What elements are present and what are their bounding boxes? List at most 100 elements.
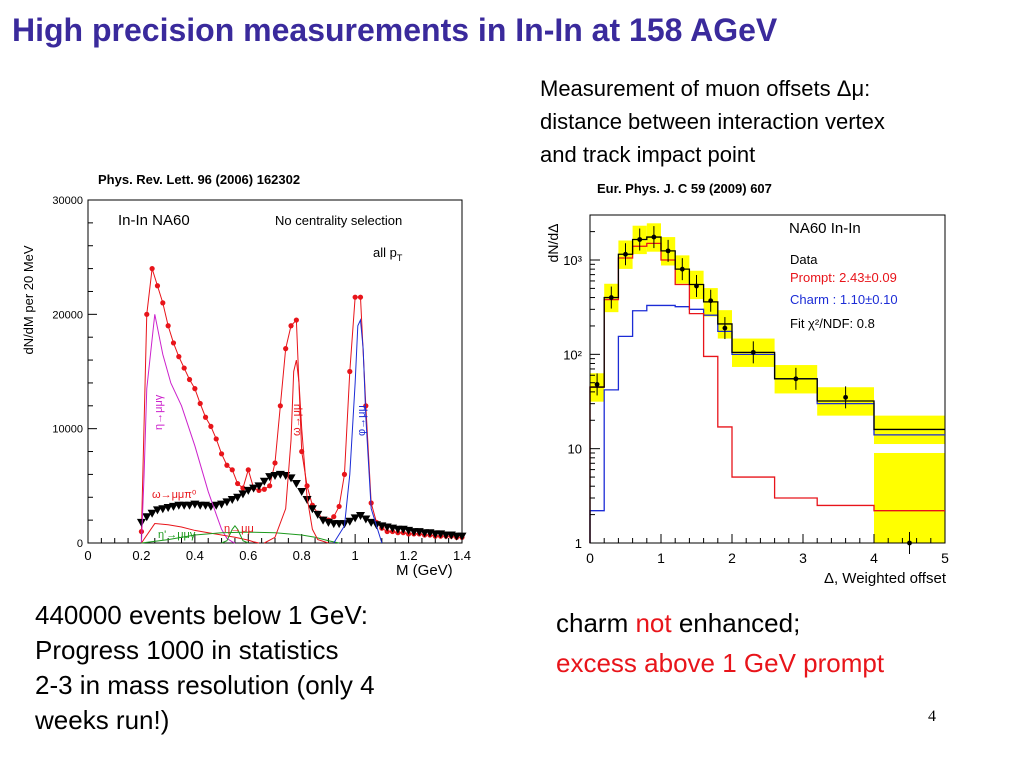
offset-plot-frame	[589, 214, 946, 544]
mass-y-tick-label: 0	[77, 538, 83, 550]
offset-fit-histogram	[589, 236, 945, 543]
offset-data-point	[907, 540, 912, 546]
mass-data-point	[160, 300, 166, 306]
offset-legend-charm: Charm : 1.10±0.10	[790, 292, 898, 307]
mass-data-point	[154, 283, 161, 289]
mass-data-point	[176, 354, 182, 360]
mass-data-point	[277, 403, 283, 409]
mass-x-axis-label: M (GeV)	[396, 562, 453, 579]
mass-excess-point	[291, 480, 301, 489]
mass-excess-point	[211, 501, 221, 510]
mass-component-curve	[333, 318, 383, 544]
summary-line: 2-3 in mass resolution (only 4	[35, 670, 375, 700]
mass-excess-point	[350, 514, 360, 523]
offset-legend-fit: Fit χ²/NDF: 0.8	[790, 316, 875, 331]
eta-dalitz-label: η→μμγ	[153, 394, 165, 430]
offset-y-tick-label: 10³	[563, 253, 582, 268]
mass-pt-label: all pT	[373, 245, 403, 263]
offset-data-point	[608, 295, 614, 300]
mass-excess-point	[142, 513, 152, 522]
mass-x-tick-label: 0.8	[293, 548, 311, 563]
mass-data-point	[272, 460, 278, 466]
omega-2body-label: ω→μμ	[291, 404, 303, 436]
offset-data-point	[694, 283, 699, 289]
mass-data-point	[341, 471, 348, 477]
offset-x-tick-label: 2	[728, 550, 736, 566]
offset-y-axis-label: dN/dΔ	[545, 224, 561, 263]
offset-y-tick-label: 10	[568, 442, 582, 457]
offset-data-point	[665, 248, 671, 254]
offset-data-point	[843, 394, 848, 400]
mass-excess-point	[265, 473, 275, 482]
mass-data-point	[304, 483, 310, 489]
offset-uncertainty-band	[874, 452, 945, 543]
mass-data-point	[202, 414, 209, 420]
mass-spectrum-chart: 0 0.2 0.4 0.6 0.8 1 1.2 1.4 0 10000 20000 30000 In-…	[21, 195, 471, 579]
mass-plot-frame	[87, 199, 463, 544]
mass-data-point	[293, 317, 299, 323]
mass-data-point	[288, 323, 294, 329]
reference-prl: Phys. Rev. Lett. 96 (2006) 162302	[98, 172, 301, 187]
mass-data-point	[235, 480, 241, 487]
mass-data-point	[213, 436, 219, 442]
mass-excess-point	[243, 486, 253, 495]
mass-x-tick-label: 0	[84, 548, 91, 563]
offset-y-tick-label: 1	[575, 536, 582, 551]
mass-data-point	[261, 486, 267, 492]
mass-data-point	[256, 487, 262, 494]
mass-excess-point	[307, 505, 317, 514]
offset-data-point	[651, 234, 657, 240]
mass-excess-point	[238, 490, 248, 499]
offset-x-tick-label: 4	[870, 550, 878, 566]
mass-excess-point	[217, 500, 227, 509]
mass-data-point	[384, 528, 390, 535]
mass-data-point	[267, 483, 273, 489]
mass-selection-label: No centrality selection	[275, 213, 402, 228]
mass-data-point	[192, 386, 198, 392]
reference-epjc: Eur. Phys. J. C 59 (2009) 607	[597, 181, 772, 196]
offset-data-point	[679, 266, 685, 272]
mass-data-point	[240, 485, 246, 491]
mass-excess-point	[152, 506, 162, 515]
mass-component-curve	[264, 359, 329, 544]
mass-excess-point	[147, 509, 157, 518]
page-number: 4	[928, 708, 936, 725]
statistics-summary: 440000 events below 1 GeV: Progress 1000…	[35, 598, 515, 738]
offset-legend-data: Data	[790, 252, 818, 267]
mass-excess-point	[168, 502, 178, 511]
mass-component-curve	[141, 531, 340, 544]
mass-data-point	[357, 294, 364, 300]
mass-excess-point	[136, 518, 146, 527]
mass-data-point	[229, 467, 235, 473]
mass-excess-point	[286, 474, 296, 483]
mass-data-point	[283, 346, 289, 352]
mass-excess-point	[366, 518, 376, 527]
mass-excess-point	[457, 532, 467, 541]
mass-data-point	[208, 423, 214, 429]
mass-excess-point	[222, 498, 232, 507]
mass-data-point	[149, 266, 155, 272]
offset-x-tick-label: 1	[657, 550, 665, 566]
offset-data-point	[708, 298, 714, 304]
mass-data-point	[197, 400, 203, 407]
conclusion-line-1: charm not enhanced;	[556, 608, 801, 638]
mass-excess-point	[270, 472, 280, 481]
mass-y-axis-label: dN/dM per 20 MeV	[21, 245, 36, 354]
mass-excess-point	[361, 515, 371, 524]
description-line: and track impact point	[540, 142, 756, 167]
offset-data-point	[594, 382, 600, 387]
mass-excess-point	[163, 504, 173, 513]
mass-data-point	[347, 368, 353, 375]
mass-data-point	[144, 311, 150, 317]
mass-data-point	[218, 451, 225, 457]
mass-excess-point	[158, 505, 168, 514]
offset-y-tick-label: 10²	[563, 347, 582, 362]
offset-legend-prompt: Prompt: 2.43±0.09	[790, 270, 897, 285]
offset-legend-header: NA60 In-In	[789, 220, 861, 237]
mass-data-point	[165, 323, 171, 329]
mass-data-point	[186, 376, 193, 383]
mass-x-tick-label: 1	[352, 548, 359, 563]
mass-y-tick-label: 30000	[52, 195, 83, 207]
eta-2body-label: η→μμ	[224, 523, 254, 535]
